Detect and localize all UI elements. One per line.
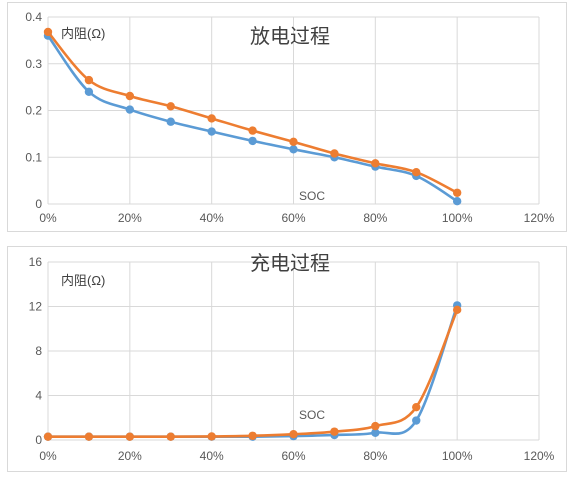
y-tick-label: 8	[35, 344, 42, 358]
series-line-0	[47, 304, 459, 439]
y-axis-label: 内阻(Ω)	[61, 26, 105, 41]
x-tick-label: 80%	[363, 449, 387, 463]
data-point-series-1	[330, 149, 339, 158]
y-tick-label: 0.4	[25, 10, 42, 24]
x-tick-label: 100%	[442, 449, 473, 463]
x-tick-label: 120%	[524, 449, 555, 463]
data-point-series-0	[371, 428, 380, 437]
data-point-series-1	[371, 159, 380, 168]
x-tick-label: 20%	[118, 211, 142, 225]
series-line-1	[47, 309, 459, 438]
data-point-series-1	[452, 305, 462, 315]
data-point-series-1	[330, 427, 339, 436]
x-tick-label: 60%	[281, 449, 305, 463]
x-tick-label: 40%	[200, 211, 224, 225]
y-tick-label: 0.3	[25, 57, 42, 71]
y-tick-label: 0.2	[25, 104, 42, 118]
discharge-chart: 0 0.1 0.2 0.3 0.4 0% 20% 40% 60% 80% 100% 120% 放电过程 内…	[25, 10, 555, 225]
data-point-series-0	[412, 416, 421, 425]
data-point-series-0	[207, 127, 216, 136]
x-tick-label: 80%	[363, 211, 387, 225]
data-point-series-1	[207, 114, 216, 123]
data-point-series-1	[248, 431, 257, 440]
y-axis-label: 内阻(Ω)	[61, 273, 105, 288]
data-point-series-1	[166, 432, 175, 441]
chart-title: 充电过程	[250, 252, 330, 275]
charge-chart-panel: 0 4 8 12 16 0% 20% 40% 60% 80% 100% 120% 充电过程内阻(Ω) SO…	[7, 246, 567, 472]
data-point-series-0	[452, 196, 462, 206]
data-point-series-1	[412, 402, 421, 412]
data-point-series-1	[166, 102, 175, 111]
data-point-series-1	[452, 188, 462, 197]
chart-title: 放电过程	[250, 25, 330, 48]
x-tick-label: 60%	[281, 211, 305, 225]
data-point-series-1	[43, 432, 53, 441]
x-tick-label: 0%	[39, 211, 57, 225]
x-tick-label: 100%	[442, 211, 473, 225]
data-point-series-1	[289, 430, 298, 439]
data-point-series-0	[84, 87, 94, 97]
data-point-series-1	[207, 432, 216, 441]
data-point-series-1	[43, 27, 53, 37]
data-point-series-0	[166, 117, 175, 126]
data-point-series-0	[289, 145, 298, 154]
data-point-series-1	[248, 126, 257, 135]
x-tick-label: 40%	[200, 449, 224, 463]
data-point-series-1	[371, 421, 380, 431]
x-tick-label: 0%	[39, 449, 57, 463]
data-point-series-0	[125, 105, 135, 114]
data-point-series-1	[125, 432, 135, 441]
y-tick-label: 0.1	[25, 150, 42, 164]
y-tick-label: 16	[29, 255, 43, 269]
series-line-0	[46, 34, 458, 203]
y-tick-label: 4	[35, 389, 42, 403]
data-point-series-1	[289, 137, 298, 147]
y-tick-label: 0	[35, 433, 42, 447]
x-tick-label: 20%	[118, 449, 142, 463]
data-point-series-0	[248, 136, 257, 146]
x-axis-label: SOC	[299, 408, 325, 422]
discharge-chart-panel: 0 0.1 0.2 0.3 0.4 0% 20% 40% 60% 80% 100% 120% 放电过程 内…	[7, 2, 567, 232]
x-tick-label: 120%	[524, 211, 555, 225]
series-line-1	[47, 31, 458, 194]
y-tick-label: 12	[29, 300, 43, 314]
y-tick-label: 0	[35, 197, 42, 211]
data-point-series-1	[84, 75, 94, 85]
data-point-series-1	[84, 432, 94, 441]
data-point-series-1	[412, 168, 421, 177]
data-point-series-1	[125, 91, 135, 101]
x-axis-label: SOC	[299, 189, 325, 203]
